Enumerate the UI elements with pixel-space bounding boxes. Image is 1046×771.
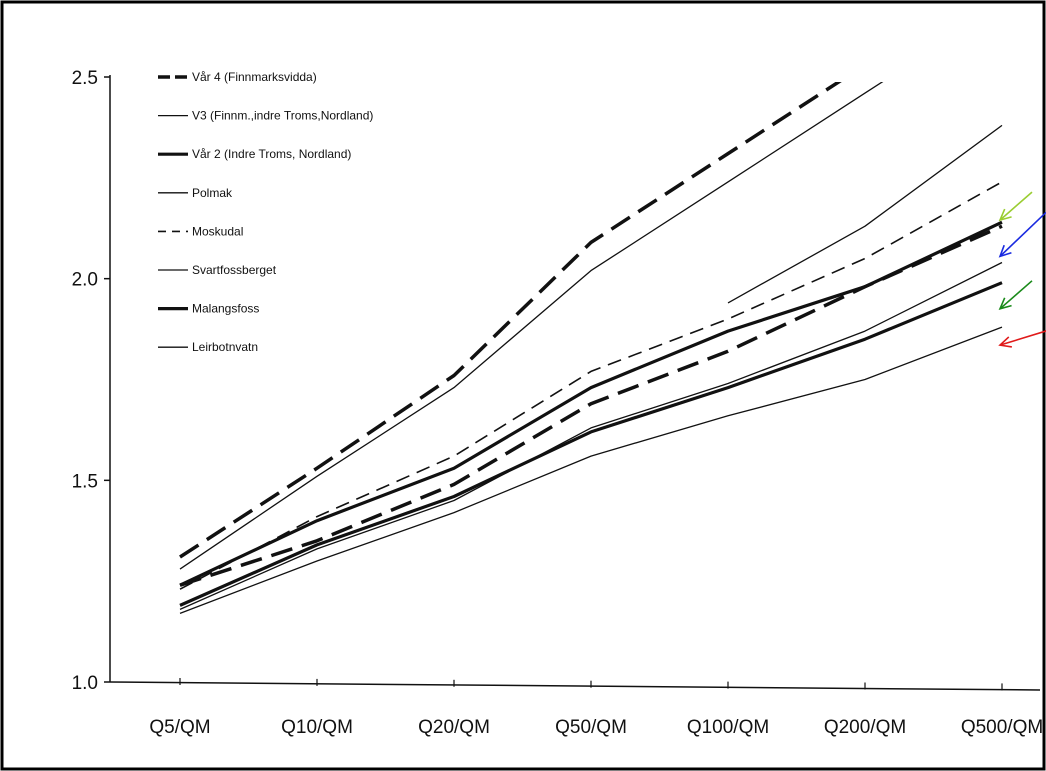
series-line-9 bbox=[179, 224, 1003, 587]
annotation-arrowhead bbox=[998, 208, 1012, 222]
annotation-arrowhead bbox=[998, 244, 1012, 258]
series-line-2 bbox=[179, 82, 884, 570]
x-tick-label: Q500/QM bbox=[961, 717, 1043, 738]
series-line-8 bbox=[179, 326, 1003, 615]
legend-label: Vår 4 (Finnmarksvidda) bbox=[192, 70, 317, 84]
series-line-6 bbox=[179, 261, 1003, 610]
annotation-arrowhead bbox=[998, 336, 1012, 348]
y-tick-label: 2.5 bbox=[72, 68, 98, 89]
series-line-1 bbox=[179, 82, 842, 559]
annotation-arrow bbox=[999, 330, 1046, 346]
annotation-arrow bbox=[999, 280, 1033, 310]
series-line-7 bbox=[179, 281, 1003, 607]
annotation-arrows bbox=[998, 191, 1046, 348]
x-tick-label: Q200/QM bbox=[824, 717, 906, 738]
series-lines bbox=[179, 82, 1003, 615]
legend-label: Moskudal bbox=[192, 224, 243, 238]
y-tick-label: 1.0 bbox=[72, 673, 98, 694]
y-tick-label: 1.5 bbox=[72, 471, 98, 492]
legend-label: Leirbotnvatn bbox=[192, 340, 258, 354]
x-tick-label: Q50/QM bbox=[555, 717, 627, 738]
x-tick-label: Q20/QM bbox=[418, 717, 490, 738]
legend: Vår 4 (Finnmarksvidda) V3 (Finnm.,indre T… bbox=[158, 70, 373, 354]
x-tick-label: Q100/QM bbox=[687, 717, 769, 738]
x-tick-label: Q5/QM bbox=[149, 717, 210, 738]
legend-label: Malangsfoss bbox=[192, 302, 259, 316]
annotation-arrow bbox=[999, 191, 1033, 221]
axes: 1.0 1.5 2.0 2.5 Q5/QM Q10/QM Q20/QM Q50/QM Q100/… bbox=[72, 68, 1044, 738]
legend-label: Polmak bbox=[192, 186, 233, 200]
legend-label: Svartfossberget bbox=[192, 263, 277, 277]
legend-label: V3 (Finnm.,indre Troms,Nordland) bbox=[192, 109, 373, 123]
annotation-arrowhead bbox=[998, 297, 1012, 311]
y-tick-label: 2.0 bbox=[72, 270, 98, 291]
annotation-arrow bbox=[999, 211, 1046, 257]
series-line-5 bbox=[179, 181, 1003, 590]
x-tick-label: Q10/QM bbox=[281, 717, 353, 738]
x-axis-line bbox=[109, 681, 1041, 691]
series-line-4 bbox=[727, 124, 1003, 304]
legend-label: Vår 2 (Indre Troms, Nordland) bbox=[192, 147, 351, 161]
